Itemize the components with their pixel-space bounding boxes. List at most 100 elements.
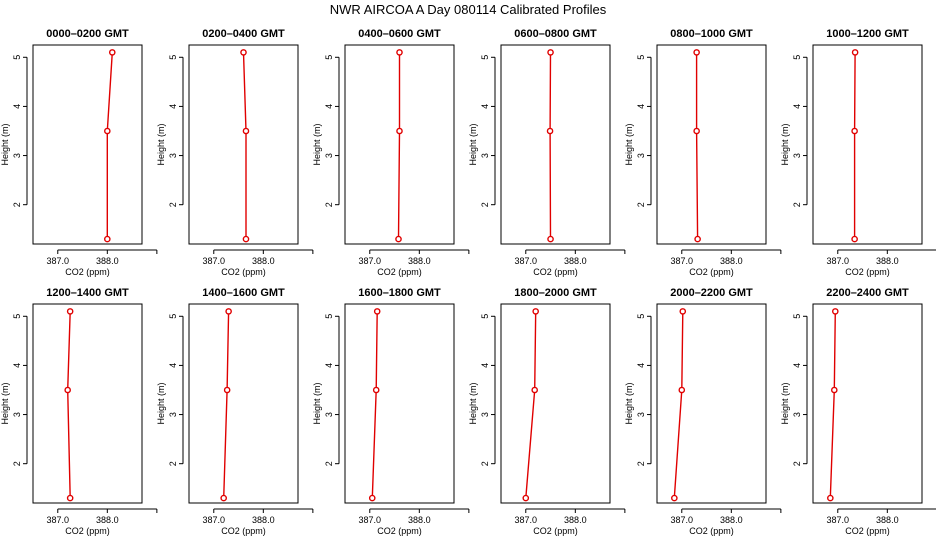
data-point xyxy=(220,494,227,502)
data-point xyxy=(104,127,111,135)
y-tick-label: 2 xyxy=(480,461,490,466)
x-tick-label: 388.0 xyxy=(408,515,431,525)
x-tick-label: 387.0 xyxy=(359,515,382,525)
y-tick-label: 2 xyxy=(792,202,802,207)
x-axis-label: CO2 (ppm) xyxy=(689,526,734,536)
y-tick-label: 5 xyxy=(480,55,490,60)
data-point xyxy=(693,49,700,56)
profile-line xyxy=(853,52,856,240)
data-point xyxy=(368,494,376,502)
panel-title: 0000–0200 GMT xyxy=(46,28,129,40)
x-axis-label: CO2 (ppm) xyxy=(845,526,890,536)
panel-title: 1600–1800 GMT xyxy=(358,287,441,299)
plot-frame xyxy=(344,303,455,504)
y-tick-label: 3 xyxy=(792,412,802,417)
x-tick-label: 388.0 xyxy=(96,515,119,525)
y-tick-label: 5 xyxy=(636,314,646,319)
y-axis: 2 3 4 5 Height (m) xyxy=(780,314,808,466)
data-point xyxy=(851,127,858,135)
y-axis-label: Height (m) xyxy=(156,123,166,165)
y-tick-label: 3 xyxy=(168,153,178,158)
data-point xyxy=(225,308,232,315)
data-point xyxy=(851,235,858,243)
profile-line xyxy=(829,311,836,499)
data-point xyxy=(694,235,701,243)
panel-title: 1200–1400 GMT xyxy=(46,287,129,299)
data-point xyxy=(547,49,554,56)
plot-frame xyxy=(500,44,611,245)
profile-line xyxy=(66,311,71,499)
x-tick-label: 387.0 xyxy=(515,515,538,525)
panel-title: 2000–2200 GMT xyxy=(670,287,753,299)
x-tick-label: 387.0 xyxy=(671,515,694,525)
data-point xyxy=(66,494,74,502)
data-point xyxy=(372,386,380,394)
y-tick-label: 4 xyxy=(636,363,646,368)
data-point xyxy=(679,308,687,315)
y-tick-label: 5 xyxy=(636,55,646,60)
x-tick-label: 388.0 xyxy=(252,256,275,266)
y-tick-label: 2 xyxy=(324,461,334,466)
y-axis-label: Height (m) xyxy=(780,382,790,424)
plot-frame xyxy=(812,303,923,504)
x-tick-label: 388.0 xyxy=(564,515,587,525)
y-tick-label: 3 xyxy=(792,153,802,158)
y-tick-label: 4 xyxy=(12,363,22,368)
y-tick-label: 5 xyxy=(168,55,178,60)
data-point xyxy=(66,308,74,315)
y-axis-label: Height (m) xyxy=(468,123,478,165)
x-tick-label: 388.0 xyxy=(876,515,899,525)
data-point xyxy=(547,235,554,243)
data-point xyxy=(831,308,839,315)
profile-line xyxy=(106,52,113,240)
panel-title: 0200–0400 GMT xyxy=(202,28,285,40)
y-axis-label: Height (m) xyxy=(624,382,634,424)
y-axis: 2 3 4 5 Height (m) xyxy=(780,55,808,207)
data-point xyxy=(223,386,231,394)
x-axis-label: CO2 (ppm) xyxy=(65,267,110,277)
plot-frame xyxy=(500,303,611,504)
x-tick-label: 387.0 xyxy=(359,256,382,266)
x-tick-label: 387.0 xyxy=(47,256,70,266)
panel-title: 0800–1000 GMT xyxy=(670,28,753,40)
x-tick-label: 387.0 xyxy=(203,256,226,266)
data-point xyxy=(240,49,247,56)
plot-frame xyxy=(32,303,143,504)
x-axis-label: CO2 (ppm) xyxy=(533,267,578,277)
y-tick-label: 3 xyxy=(480,412,490,417)
y-axis: 2 3 4 5 Height (m) xyxy=(156,55,184,207)
y-axis-label: Height (m) xyxy=(780,123,790,165)
y-axis-label: Height (m) xyxy=(468,382,478,424)
y-tick-label: 2 xyxy=(168,461,178,466)
x-tick-label: 388.0 xyxy=(720,256,743,266)
y-tick-label: 4 xyxy=(168,363,178,368)
y-tick-label: 3 xyxy=(480,153,490,158)
y-axis-label: Height (m) xyxy=(312,123,322,165)
data-point xyxy=(242,127,250,135)
y-tick-label: 4 xyxy=(168,104,178,109)
y-tick-label: 4 xyxy=(792,104,802,109)
y-axis-label: Height (m) xyxy=(624,123,634,165)
plot-frame xyxy=(656,303,767,504)
plot-frame xyxy=(812,44,923,245)
y-tick-label: 5 xyxy=(324,314,334,319)
y-axis: 2 3 4 5 Height (m) xyxy=(468,314,496,466)
panel-title: 0600–0800 GMT xyxy=(514,28,597,40)
data-point xyxy=(532,308,539,315)
x-tick-label: 387.0 xyxy=(827,256,850,266)
